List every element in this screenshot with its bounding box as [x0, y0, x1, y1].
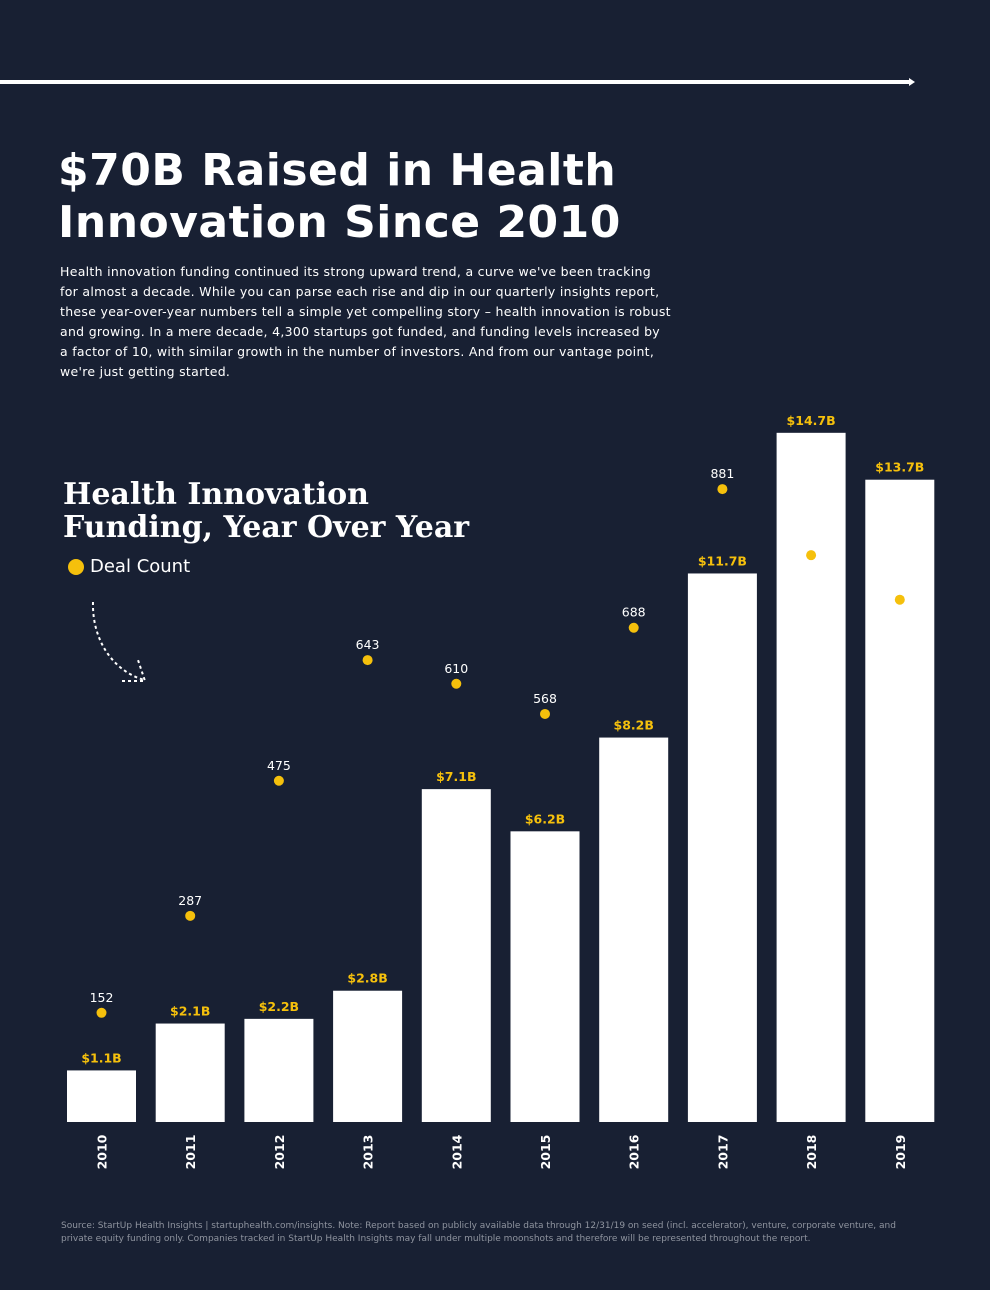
x-tick-label-2011: 2011	[183, 1135, 198, 1170]
funding-bar-2015	[510, 831, 580, 1122]
funding-bar-2018	[776, 432, 846, 1122]
funding-label-2012: $2.2B	[259, 999, 299, 1014]
deal-count-dot-2019	[894, 594, 905, 605]
deal-count-label-2012: 475	[267, 758, 291, 773]
x-tick-label-2016: 2016	[627, 1134, 642, 1169]
legend-label-deal-count: Deal Count	[90, 556, 191, 577]
funding-label-2019: $13.7B	[875, 460, 924, 475]
funding-bar-2012	[244, 1018, 314, 1122]
funding-label-2015: $6.2B	[525, 811, 565, 826]
deal-count-dot-2017	[717, 484, 728, 495]
funding-bar-2016	[599, 737, 669, 1122]
deal-count-label-2010: 152	[90, 990, 114, 1005]
deal-count-label-2016: 688	[622, 605, 646, 620]
dots-layer: 152 287 475 643 610 568 688 881 789 727	[90, 466, 912, 1018]
deal-count-label-2015: 568	[533, 691, 557, 706]
funding-label-2011: $2.1B	[170, 1004, 210, 1019]
x-tick-label-2012: 2012	[272, 1135, 287, 1170]
ticks-layer: 2010 2011 2012 2013 2014 2015 2016 2017 2018 2019	[95, 1134, 908, 1169]
x-tick-label-2013: 2013	[361, 1135, 376, 1170]
x-tick-label-2015: 2015	[538, 1135, 553, 1170]
x-tick-label-2018: 2018	[804, 1135, 819, 1170]
deal-count-dot-2014	[451, 678, 462, 689]
funding-bar-2011	[155, 1023, 225, 1122]
deal-count-dot-2012	[273, 775, 284, 786]
x-tick-label-2019: 2019	[893, 1135, 908, 1170]
curved-arrow-icon	[91, 601, 147, 682]
intro-paragraph: Health innovation funding continued its …	[60, 264, 671, 379]
x-tick-label-2010: 2010	[95, 1134, 110, 1169]
deal-count-label-2017: 881	[710, 466, 734, 481]
deal-count-dot-2010	[96, 1007, 107, 1018]
x-tick-label-2014: 2014	[449, 1134, 464, 1169]
funding-label-2013: $2.8B	[347, 971, 387, 986]
deal-count-dot-2011	[185, 910, 196, 921]
funding-label-2017: $11.7B	[698, 553, 747, 568]
deal-count-dot-2015	[540, 708, 550, 719]
page-headline: $70B Raised in Health Innovation Since 2…	[58, 145, 621, 248]
funding-bar-2017	[687, 573, 757, 1122]
deal-count-dot-2016	[628, 622, 639, 633]
deal-count-label-2019: 727	[888, 577, 912, 592]
funding-label-2010: $1.1B	[81, 1050, 121, 1065]
deal-count-dot-2018	[806, 550, 817, 561]
x-tick-label-2017: 2017	[715, 1135, 730, 1170]
funding-bar-2014	[421, 789, 491, 1122]
deal-count-legend-dot-icon	[68, 558, 84, 575]
deal-count-label-2011: 287	[178, 893, 202, 908]
funding-bar-2013	[333, 990, 403, 1122]
funding-label-2014: $7.1B	[436, 769, 476, 784]
deal-count-label-2013: 643	[356, 637, 380, 652]
funding-bar-2010	[67, 1070, 136, 1122]
deal-count-label-2014: 610	[444, 661, 468, 676]
funding-bar-2019	[865, 479, 935, 1122]
funding-label-2016: $8.2B	[614, 718, 654, 733]
bars-layer: $1.1B $2.1B $2.2B $2.8B $7.1B $6.2B $8.2B $11.7…	[67, 413, 935, 1122]
funding-chart: $1.1B $2.1B $2.2B $2.8B $7.1B $6.2B $8.2B $11.7…	[67, 413, 935, 1169]
deal-count-dot-2013	[362, 655, 373, 666]
deal-count-label-2018: 789	[799, 532, 823, 547]
top-divider-rule	[0, 78, 915, 86]
chart-title: Health Innovation Funding, Year Over Yea…	[63, 477, 470, 545]
source-footnote: Source: StartUp Health Insights | startu…	[61, 1221, 896, 1244]
chart-legend: Deal Count	[68, 556, 190, 577]
funding-label-2018: $14.7B	[787, 413, 836, 428]
